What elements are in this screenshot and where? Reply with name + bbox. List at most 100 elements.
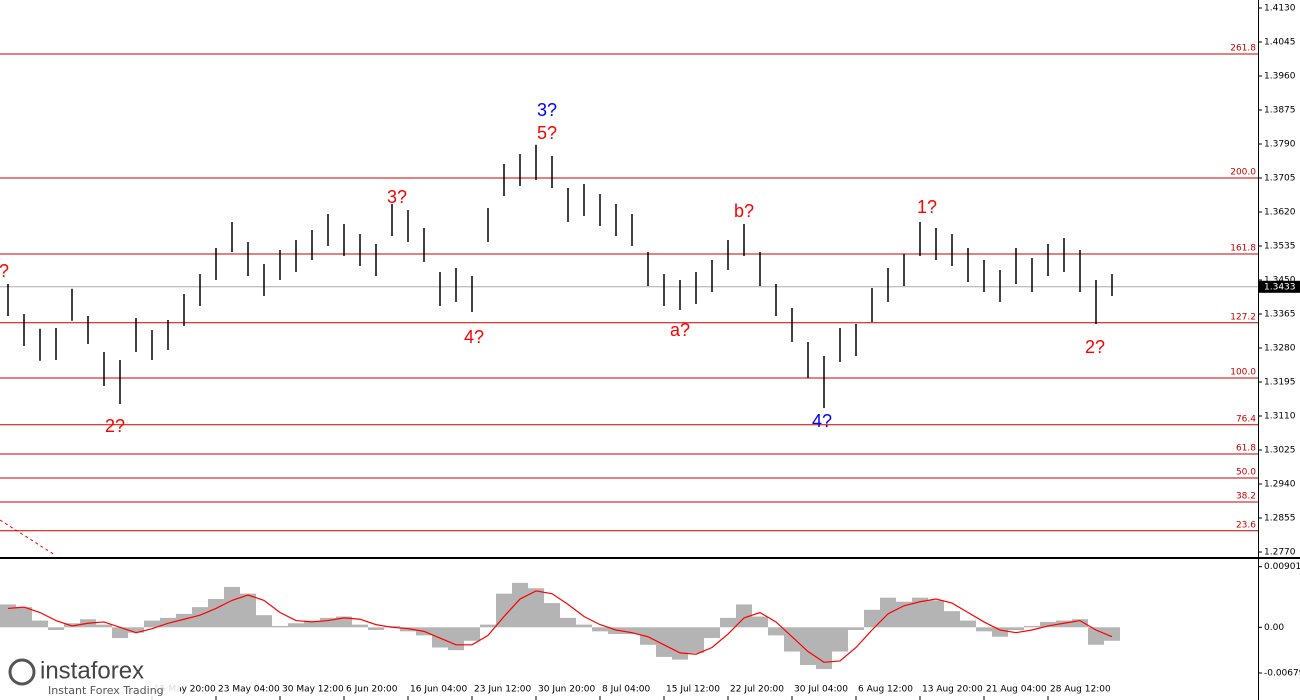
x-tick-label: 23 Jun 12:00 [474,685,531,695]
histogram-bar [512,582,528,628]
y-tick-label: -0.00679 [1264,669,1300,679]
x-tick-label: 13 Aug 20:00 [922,685,983,695]
y-tick-label: 1.3195 [1264,378,1296,388]
histogram-bar [16,607,32,628]
y-tick-label: 1.3025 [1264,446,1296,456]
y-tick-label: 1.3620 [1264,208,1296,218]
y-tick-label: 1.3280 [1264,344,1296,354]
histogram-bar [48,627,64,630]
y-tick-label: 1.3875 [1264,106,1296,116]
histogram-bar [400,627,416,632]
histogram-bar [272,625,288,628]
logo-icon [8,658,36,686]
histogram-bar [176,613,192,628]
fib-label: 23.6 [1236,520,1256,530]
histogram-bar [608,627,624,635]
x-tick-label: 30 Jul 04:00 [794,685,848,695]
y-tick-label: 1.4045 [1264,38,1296,48]
histogram-bar [672,627,688,660]
y-tick-label: 0.00901 [1264,562,1300,572]
x-tick-label: 8 Jul 04:00 [602,685,651,695]
fib-label: 127.2 [1230,312,1256,322]
histogram-bar [528,588,544,628]
x-tick-label: 28 Aug 12:00 [1050,685,1111,695]
histogram-bar [112,627,128,639]
wave-label: a? [670,320,690,340]
y-tick-label: 1.2940 [1264,480,1296,490]
histogram-bar [592,627,608,632]
histogram-bar [0,604,16,628]
wave-label: b? [734,201,754,221]
histogram-bar [192,607,208,628]
y-tick-label: 1.3450 [1264,276,1296,286]
x-tick-label: 30 Jun 20:00 [538,685,595,695]
histogram-bar [992,627,1008,637]
histogram-bar [464,627,480,641]
fib-label: 38.2 [1236,492,1256,502]
wave-label: 5? [537,123,557,143]
histogram-bar [944,611,960,628]
x-tick-label: 6 Aug 12:00 [858,685,913,695]
histogram-bar [800,627,816,665]
histogram-bar [1056,620,1072,628]
logo-tagline: Instant Forex Trading [48,684,164,697]
histogram-bar [912,597,928,628]
histogram-bar [704,627,720,639]
histogram-bar [960,620,976,628]
y-tick-label: 1.3790 [1264,140,1296,150]
histogram-bar [832,627,848,652]
trend-line [0,519,56,556]
histogram-bar [256,615,272,628]
histogram-bar [640,627,656,645]
histogram-bar [816,627,832,670]
fib-label: 261.8 [1230,44,1256,54]
histogram-bar [976,627,992,632]
wave-label: 2? [1085,337,1105,357]
y-tick-label: 1.3365 [1264,310,1296,320]
fib-label: 100.0 [1230,368,1256,378]
y-tick-label: 1.3535 [1264,242,1296,252]
y-tick-label: 1.4130 [1264,4,1296,14]
histogram-bar [144,620,160,628]
histogram-bar [288,623,304,628]
logo: instaforex Instant Forex Trading [0,655,180,700]
histogram-bar [336,616,352,628]
histogram-bar [544,603,560,628]
fib-label: 76.4 [1236,414,1256,424]
histogram-bar [128,627,144,633]
histogram-bar [64,623,80,628]
wave-label: 1? [917,197,937,217]
y-tick-label: 1.3960 [1264,72,1296,82]
y-tick-label: 1.3110 [1264,412,1296,422]
histogram-bar [496,593,512,628]
histogram-bar [1024,625,1040,628]
x-tick-label: 15 May 20:00 [154,685,216,695]
histogram-bar [880,597,896,628]
y-tick-label: 1.3705 [1264,174,1296,184]
histogram-bar [752,616,768,628]
x-tick-label: 30 May 12:00 [282,685,344,695]
wave-label: 3? [537,100,557,120]
histogram-bar [432,627,448,648]
y-tick-label: 1.2770 [1264,548,1296,558]
fib-label: 200.0 [1230,168,1256,178]
wave-label: ? [0,261,9,281]
histogram-bar [864,609,880,628]
price-label: 1.3433 [1264,282,1296,292]
signal-line [7,590,1113,663]
fib-label: 61.8 [1236,444,1256,454]
x-tick-label: 21 Aug 04:00 [986,685,1047,695]
histogram-bar [368,627,384,630]
histogram-bar [928,600,944,628]
x-tick-label: 6 Jun 20:00 [346,685,398,695]
histogram-bar [848,627,864,630]
fib-label: 50.0 [1236,468,1256,478]
histogram-bar [688,627,704,653]
x-tick-label: 22 Jul 20:00 [730,685,784,695]
histogram-bar [1008,627,1024,630]
fib-label: 161.8 [1230,244,1256,254]
histogram-bar [560,617,576,628]
wave-label: 2? [105,416,125,436]
